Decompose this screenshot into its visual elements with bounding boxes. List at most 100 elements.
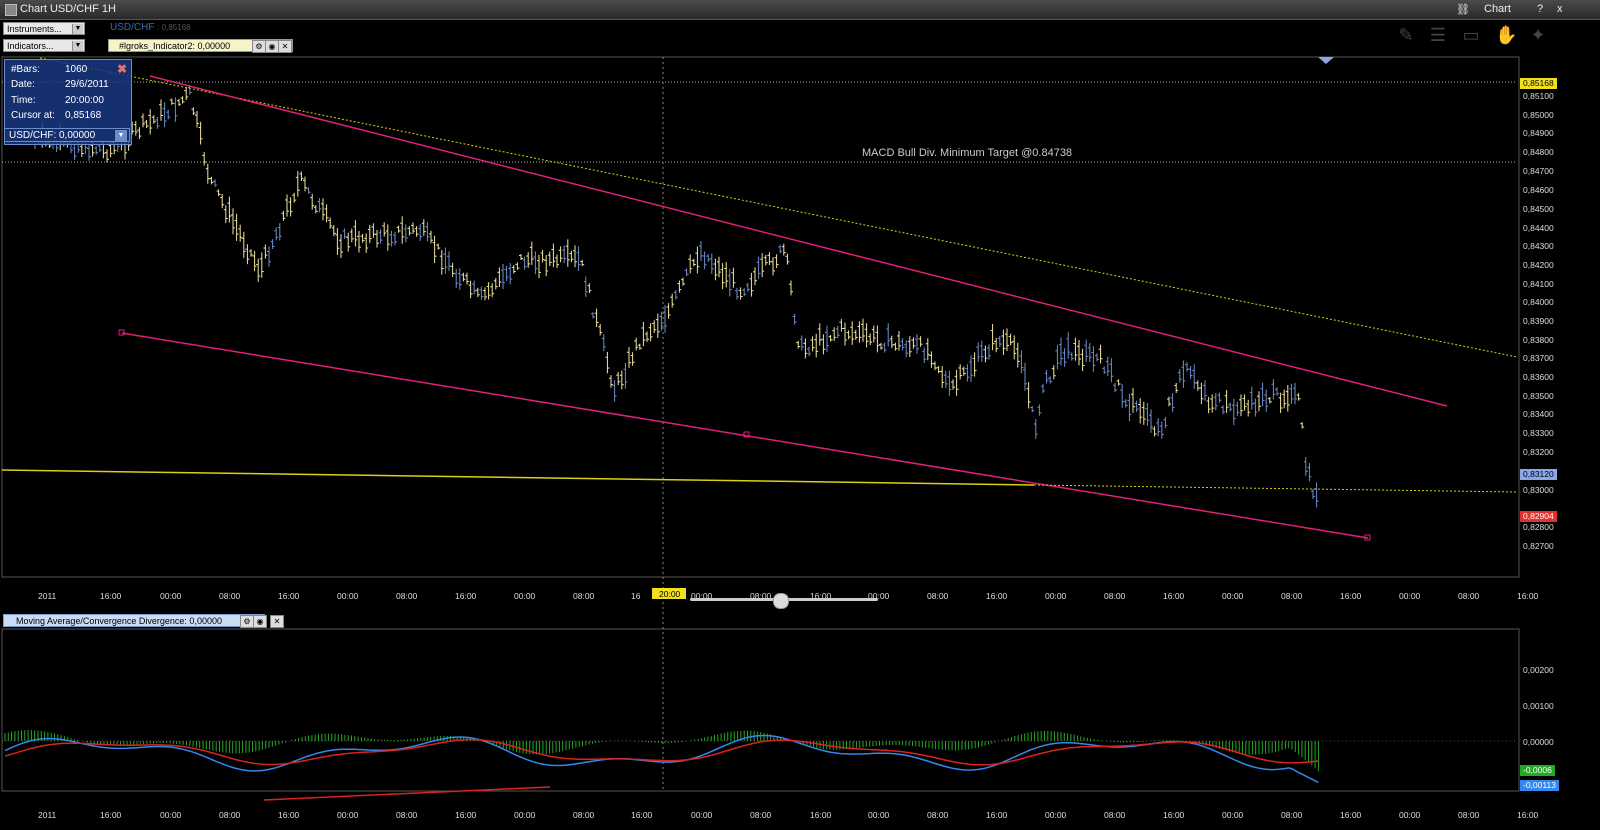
window-titlebar: Chart USD/CHF 1H ⛓ Chart ? x: [0, 0, 1600, 20]
indicators-dropdown[interactable]: Indicators... ▼: [3, 39, 85, 52]
macd-time-axis-label: 08:00: [750, 810, 772, 820]
time-axis-label: 16:00: [1517, 591, 1539, 601]
price-axis-label: 0,82800: [1523, 522, 1554, 532]
handshake-icon[interactable]: ✦: [1530, 25, 1546, 45]
macd-axis-label: 0,00100: [1523, 701, 1554, 711]
macd-time-axis: 2011 16:00 00:00 08:00 16:00 00:00 08:00 16:00 0…: [38, 810, 1539, 820]
macd-time-axis-label: 08:00: [396, 810, 418, 820]
macd-time-axis-label: 08:00: [1458, 810, 1480, 820]
macd-indicator-tag[interactable]: Moving Average/Convergence Divergence: 0…: [3, 614, 265, 627]
info-value: 1060: [65, 64, 88, 75]
price-axis-label: 0,82700: [1523, 541, 1554, 551]
price-axis-label: 0,85100: [1523, 91, 1554, 101]
macd-axis-label: 0,00200: [1523, 665, 1554, 675]
price-axis-label: 0,84600: [1523, 185, 1554, 195]
macd-time-axis-label: 00:00: [868, 810, 890, 820]
close-button[interactable]: x: [1557, 3, 1563, 15]
eye-icon[interactable]: ◉: [265, 40, 279, 53]
window-menu-label[interactable]: Chart: [1484, 3, 1511, 15]
time-axis-label: 00:00: [868, 591, 890, 601]
price-axis-label: 0,84000: [1523, 297, 1554, 307]
time-axis-label: 16: [631, 591, 641, 601]
macd-time-axis-label: 00:00: [337, 810, 359, 820]
price-axis-label: 0,83800: [1523, 335, 1554, 345]
macd-time-axis-label: 00:00: [514, 810, 536, 820]
time-axis-label: 00:00: [1399, 591, 1421, 601]
pencil-icon[interactable]: ✎: [1398, 25, 1414, 45]
info-label: Time:: [11, 95, 36, 106]
macd-time-axis-label: 00:00: [1045, 810, 1067, 820]
indicators-label: Indicators...: [7, 41, 54, 51]
price-axis-label: 0,84500: [1523, 204, 1554, 214]
macd-time-axis-label: 16:00: [1517, 810, 1539, 820]
price-axis-label: 0,83600: [1523, 372, 1554, 382]
eye-icon[interactable]: ◉: [253, 615, 267, 628]
info-value: 20:00:00: [65, 95, 104, 106]
macd-time-axis-label: 08:00: [219, 810, 241, 820]
price-axis-label: 0,84800: [1523, 147, 1554, 157]
upper-resistance-line: [149, 75, 1448, 407]
time-axis: 2011 16:00 00:00 08:00 16:00 00:00 08:00 16:00 0…: [38, 591, 1539, 601]
monitor-icon[interactable]: ▭: [1462, 25, 1480, 45]
macd-time-axis-label: 00:00: [1399, 810, 1421, 820]
cursor-series-selector[interactable]: USD/CHF: 0,00000 ▼: [4, 128, 130, 142]
time-axis-label: 16:00: [455, 591, 477, 601]
indicator-tag-label: #lgroks_Indicator2: 0,00000: [119, 41, 231, 51]
hand-icon[interactable]: ✋: [1495, 25, 1518, 45]
macd-tag-signal: -0,0006: [1520, 765, 1555, 776]
price-panel-frame: [1, 56, 1520, 578]
settings-icon[interactable]: ⚙: [240, 615, 254, 628]
instruments-label: Instruments...: [7, 24, 62, 34]
macd-target-annotation: MACD Bull Div. Minimum Target @0.84738: [862, 147, 1072, 159]
macd-time-axis-label: 16:00: [986, 810, 1008, 820]
time-axis-label: 08:00: [1104, 591, 1126, 601]
macd-time-axis-label: 16:00: [455, 810, 477, 820]
trendline-handle[interactable]: [1364, 534, 1371, 541]
price-axis-label: 0,83900: [1523, 316, 1554, 326]
time-axis-label: 08:00: [750, 591, 772, 601]
price-tag-cursor: 0,85168: [1520, 78, 1557, 89]
window-title: Chart USD/CHF 1H: [20, 3, 116, 15]
symbol-price: : 0,85168: [157, 23, 191, 32]
symbol-name: USD/CHF: [110, 22, 155, 33]
trendline-handle[interactable]: [118, 329, 125, 336]
time-axis-label: 08:00: [1458, 591, 1480, 601]
time-axis-label: 08:00: [396, 591, 418, 601]
scroll-marker-icon[interactable]: [1318, 57, 1334, 64]
indicator-tag[interactable]: #lgroks_Indicator2: 0,00000: [108, 39, 293, 52]
close-icon[interactable]: ✖: [116, 62, 127, 76]
price-axis-label: 0,83500: [1523, 391, 1554, 401]
time-axis-label: 00:00: [160, 591, 182, 601]
trendline-handle[interactable]: [743, 431, 750, 438]
cursor-series-label: USD/CHF: 0,00000: [9, 130, 96, 141]
instruments-dropdown[interactable]: Instruments... ▼: [3, 22, 85, 35]
macd-time-axis-label: 08:00: [927, 810, 949, 820]
close-icon[interactable]: ✕: [278, 40, 292, 53]
info-value: 0,85168: [65, 110, 102, 121]
price-axis-label: 0,84400: [1523, 223, 1554, 233]
price-axis-label: 0,83300: [1523, 428, 1554, 438]
time-axis-label: 16:00: [986, 591, 1008, 601]
close-icon[interactable]: ✕: [270, 615, 284, 628]
time-axis-label: 08:00: [573, 591, 595, 601]
upper-yellow-trendline: [39, 57, 1518, 358]
info-label: Date:: [11, 79, 35, 90]
price-axis-label: 0,84900: [1523, 128, 1554, 138]
time-axis-label: 16:00: [100, 591, 122, 601]
price-axis-label: 0,83700: [1523, 353, 1554, 363]
price-axis: 0,85100 0,85000 0,84900 0,84800 0,84700 0,846…: [1523, 91, 1554, 551]
macd-tag-line: -0,00113: [1520, 780, 1559, 791]
info-value: 29/6/2011: [65, 79, 109, 90]
scrollbar-knob[interactable]: [773, 593, 789, 609]
link-icon[interactable]: ⛓: [1456, 4, 1470, 16]
time-axis-label: 16:00: [1340, 591, 1362, 601]
macd-time-axis-label: 16:00: [1163, 810, 1185, 820]
price-axis-label: 0,85000: [1523, 110, 1554, 120]
help-button[interactable]: ?: [1537, 3, 1544, 15]
macd-time-axis-label: 00:00: [160, 810, 182, 820]
list-icon[interactable]: ☰: [1429, 25, 1447, 45]
price-tag-low: 0,82904: [1520, 511, 1557, 522]
time-axis-label: 16:00: [1163, 591, 1185, 601]
price-axis-label: 0,83000: [1523, 485, 1554, 495]
time-axis-label: 08:00: [927, 591, 949, 601]
